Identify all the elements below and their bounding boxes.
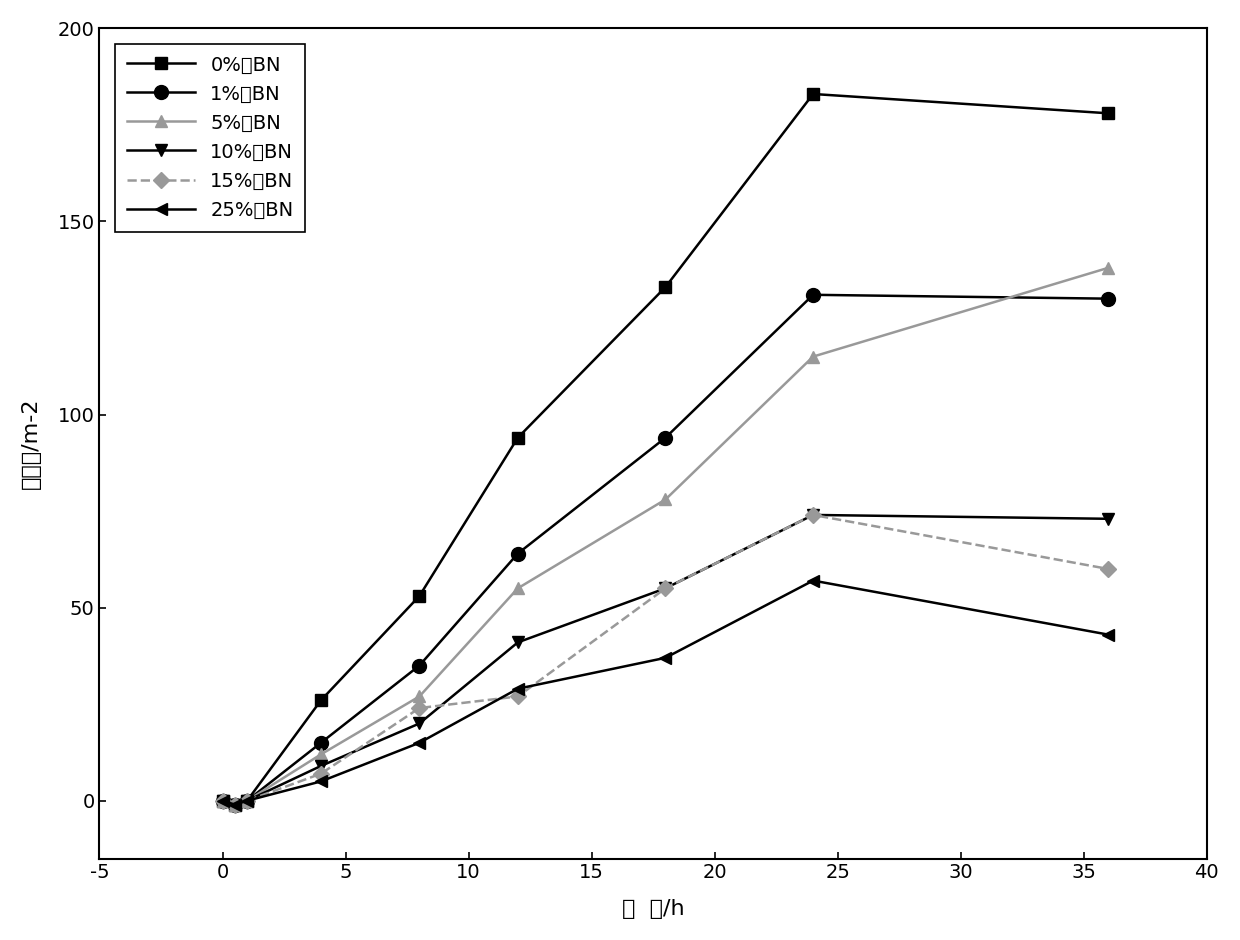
- 1%的BN: [239, 795, 254, 807]
- 10%的BN: [227, 799, 242, 810]
- 10%的BN: [239, 795, 254, 807]
- 5%的BN: [806, 351, 821, 362]
- 15%的BN: [511, 691, 526, 702]
- 0%的BN: [658, 281, 673, 292]
- 15%的BN: [658, 583, 673, 594]
- 25%的BN: [511, 683, 526, 695]
- 10%的BN: [314, 760, 329, 772]
- 1%的BN: [314, 737, 329, 748]
- 5%的BN: [215, 795, 229, 807]
- 10%的BN: [215, 795, 229, 807]
- 10%的BN: [412, 718, 427, 729]
- Legend: 0%的BN, 1%的BN, 5%的BN, 10%的BN, 15%的BN, 25%的BN: 0%的BN, 1%的BN, 5%的BN, 10%的BN, 15%的BN, 25%…: [115, 44, 305, 232]
- 0%的BN: [806, 88, 821, 100]
- 25%的BN: [227, 799, 242, 810]
- Line: 25%的BN: 25%的BN: [216, 574, 1115, 811]
- 5%的BN: [314, 749, 329, 760]
- 5%的BN: [658, 494, 673, 505]
- 1%的BN: [412, 660, 427, 671]
- 5%的BN: [239, 795, 254, 807]
- 25%的BN: [314, 776, 329, 787]
- Line: 15%的BN: 15%的BN: [217, 509, 1114, 810]
- 25%的BN: [215, 795, 229, 807]
- 1%的BN: [806, 290, 821, 301]
- 25%的BN: [806, 575, 821, 587]
- 5%的BN: [511, 583, 526, 594]
- 1%的BN: [658, 432, 673, 444]
- 15%的BN: [806, 509, 821, 521]
- 1%的BN: [227, 799, 242, 810]
- 15%的BN: [1101, 563, 1116, 574]
- 15%的BN: [239, 795, 254, 807]
- 10%的BN: [658, 583, 673, 594]
- Line: 1%的BN: 1%的BN: [216, 288, 1115, 811]
- 0%的BN: [314, 695, 329, 706]
- X-axis label: 时  间/h: 时 间/h: [621, 900, 684, 919]
- 0%的BN: [239, 795, 254, 807]
- 10%的BN: [511, 636, 526, 648]
- 1%的BN: [215, 795, 229, 807]
- 10%的BN: [806, 509, 821, 521]
- 0%的BN: [215, 795, 229, 807]
- 25%的BN: [1101, 629, 1116, 640]
- 5%的BN: [412, 691, 427, 702]
- 25%的BN: [658, 652, 673, 664]
- Line: 5%的BN: 5%的BN: [216, 261, 1115, 811]
- 0%的BN: [227, 799, 242, 810]
- 15%的BN: [314, 768, 329, 779]
- 5%的BN: [1101, 262, 1116, 274]
- 0%的BN: [511, 432, 526, 444]
- 25%的BN: [412, 737, 427, 748]
- Line: 0%的BN: 0%的BN: [216, 87, 1115, 811]
- 1%的BN: [1101, 293, 1116, 305]
- 15%的BN: [215, 795, 229, 807]
- 5%的BN: [227, 799, 242, 810]
- 15%的BN: [227, 799, 242, 810]
- 0%的BN: [1101, 108, 1116, 119]
- 25%的BN: [239, 795, 254, 807]
- 15%的BN: [412, 702, 427, 713]
- 1%的BN: [511, 548, 526, 559]
- 0%的BN: [412, 590, 427, 602]
- Y-axis label: 吸油率/m-2: 吸油率/m-2: [21, 398, 41, 489]
- Line: 10%的BN: 10%的BN: [216, 509, 1115, 811]
- 10%的BN: [1101, 513, 1116, 525]
